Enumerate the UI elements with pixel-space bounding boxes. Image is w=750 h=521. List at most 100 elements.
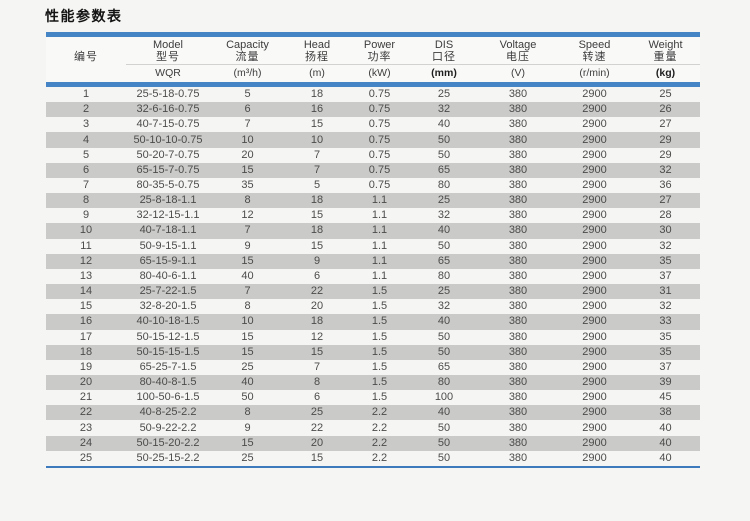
cell-power: 0.75 [368,163,391,176]
cell-head: 7 [313,148,321,161]
table-row: 22 40-8-25-2.2 8 25 2.2 40 380 2900 38 [46,405,700,421]
cell-model: 40-8-25-2.2 [139,406,197,419]
cell-speed: 2900 [582,391,607,404]
cell-power: 1.5 [371,360,388,373]
cell-dis: 65 [437,360,451,373]
cell-weight: 32 [659,300,672,313]
cell-power: 1.5 [371,345,388,358]
cell-no: 10 [79,224,93,237]
cell-speed: 2900 [582,406,607,419]
cell-power: 2.2 [371,406,388,419]
cell-power: 1.5 [371,376,388,389]
cell-speed: 2900 [582,209,607,222]
cell-capacity: 40 [241,269,254,282]
cell-model: 32-12-15-1.1 [136,209,200,222]
cell-voltage: 380 [508,345,528,358]
cell-voltage: 380 [508,330,528,343]
cell-model: 40-7-15-0.75 [136,118,200,131]
cell-no: 9 [82,209,90,222]
table-row: 9 32-12-15-1.1 12 15 1.1 32 380 2900 28 [46,208,700,223]
cell-no: 13 [79,269,93,282]
cell-head: 18 [310,88,324,101]
cell-weight: 35 [659,330,672,343]
table-row: 18 50-15-15-1.5 15 15 1.5 50 380 2900 35 [46,344,700,360]
cell-capacity: 15 [241,163,254,176]
table-row: 17 50-15-12-1.5 15 12 1.5 50 380 2900 35 [46,330,700,345]
cell-weight: 26 [659,103,672,116]
cell-voltage: 380 [508,269,528,282]
cell-model: 50-15-12-1.5 [136,330,200,343]
cell-weight: 27 [659,194,672,207]
table-row: 16 40-10-18-1.5 10 18 1.5 40 380 2900 33 [46,314,700,330]
header-bottom-border [46,82,700,87]
cell-no: 1 [82,88,90,101]
table-row: 6 65-15-7-0.75 15 7 0.75 65 380 2900 32 [46,162,700,178]
cell-voltage: 380 [508,436,528,449]
cell-capacity: 10 [241,315,254,328]
cell-weight: 35 [659,345,672,358]
header-en-model: Model [153,38,183,51]
cell-dis: 50 [437,148,451,161]
cell-model: 50-15-15-1.5 [136,345,200,358]
cell-head: 8 [313,376,321,389]
cell-voltage: 380 [508,179,528,192]
cell-dis: 80 [437,179,451,192]
table-row: 25 50-25-15-2.2 25 15 2.2 50 380 2900 40 [46,451,700,466]
cell-power: 1.1 [371,209,388,222]
table-row: 10 40-7-18-1.1 7 18 1.1 40 380 2900 30 [46,223,700,239]
cell-no: 11 [80,239,92,252]
cell-speed: 2900 [582,300,607,313]
table-row: 8 25-8-18-1.1 8 18 1.1 25 380 2900 27 [46,193,700,209]
cell-model: 25-8-18-1.1 [139,194,197,207]
cell-voltage: 380 [508,239,528,252]
cell-power: 1.1 [371,224,388,237]
cell-capacity: 25 [241,451,254,464]
cell-power: 0.75 [368,148,391,161]
cell-capacity: 9 [244,421,251,434]
cell-head: 15 [310,118,324,131]
cell-capacity: 7 [244,224,251,237]
header-unit-power: (kW) [368,67,391,79]
cell-weight: 40 [659,436,672,449]
cell-no: 3 [82,118,90,131]
cell-head: 18 [310,224,324,237]
cell-weight: 29 [659,133,672,146]
cell-head: 20 [310,300,324,313]
header-unit-head: (m) [309,67,325,79]
header-cell-capacity: Capacity 流量 [210,39,285,63]
cell-voltage: 380 [508,118,528,131]
cell-capacity: 15 [241,436,254,449]
cell-power: 0.75 [368,103,391,116]
table-bottom-border [46,465,700,468]
cell-dis: 65 [437,254,451,267]
cell-head: 15 [310,209,324,222]
cell-capacity: 5 [244,88,251,101]
cell-voltage: 380 [508,194,528,207]
table-body: 1 25-5-18-0.75 5 18 0.75 25 380 2900 25 2 32-6-16-… [46,87,700,466]
cell-speed: 2900 [582,285,607,298]
cell-speed: 2900 [582,133,607,146]
cell-head: 6 [313,391,321,404]
header-en-voltage: Voltage [499,38,537,51]
cell-model: 50-9-22-2.2 [139,421,197,434]
cell-power: 2.2 [371,436,388,449]
cell-capacity: 7 [244,118,251,131]
cell-weight: 32 [659,163,672,176]
cell-speed: 2900 [582,148,607,161]
cell-dis: 40 [437,315,451,328]
table-row: 12 65-15-9-1.1 15 9 1.1 65 380 2900 35 [46,253,700,269]
cell-voltage: 380 [508,209,528,222]
cell-power: 2.2 [371,451,388,464]
cell-voltage: 380 [508,360,528,373]
cell-speed: 2900 [582,269,607,282]
cell-head: 15 [310,345,324,358]
table-top-border [46,32,700,37]
cell-dis: 50 [437,239,451,252]
table-row: 21 100-50-6-1.5 50 6 1.5 100 380 2900 45 [46,390,700,405]
cell-weight: 40 [659,451,672,464]
cell-speed: 2900 [582,421,607,434]
cell-power: 1.1 [371,254,388,267]
cell-voltage: 380 [508,163,528,176]
cell-dis: 50 [437,451,451,464]
cell-power: 1.5 [371,315,388,328]
